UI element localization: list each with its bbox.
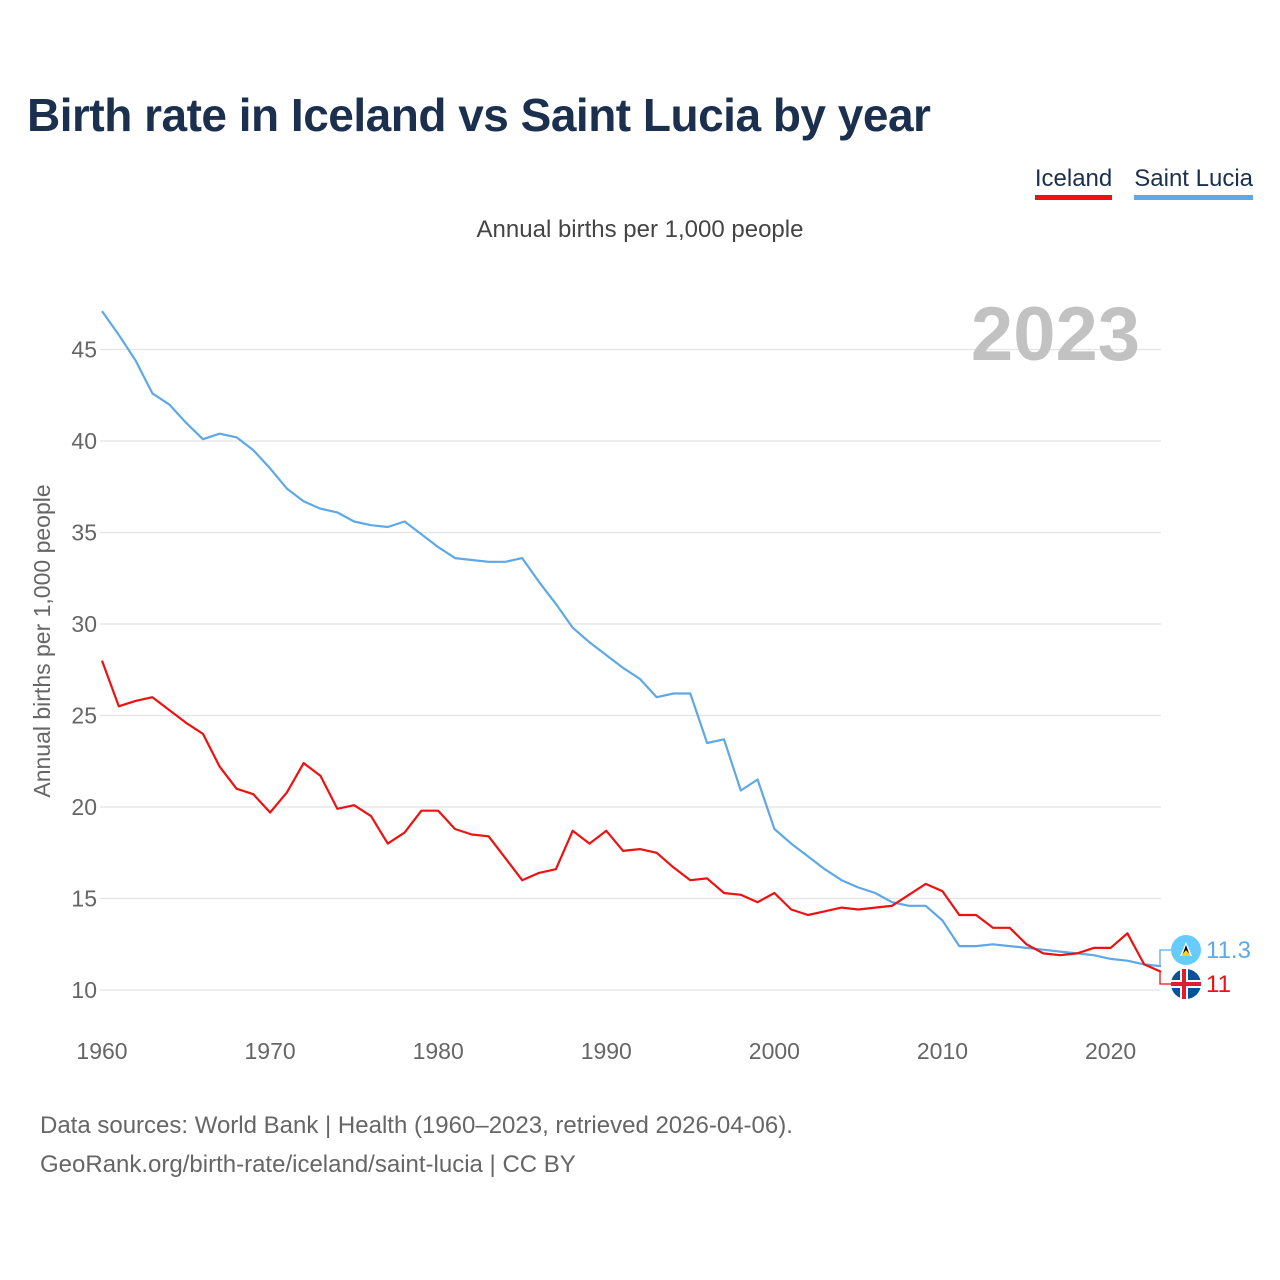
legend-item-saint-lucia[interactable]: Saint Lucia	[1134, 166, 1253, 200]
end-value-label: 11.3	[1206, 937, 1251, 964]
y-axis-title: Annual births per 1,000 people	[29, 484, 55, 797]
flag-cross	[1182, 969, 1186, 999]
end-connector	[1159, 971, 1171, 985]
x-tick-label: 1960	[76, 1038, 127, 1064]
y-tick-label: 40	[71, 428, 97, 454]
footer: Data sources: World Bank | Health (1960–…	[40, 1106, 793, 1184]
chart-title: Birth rate in Iceland vs Saint Lucia by …	[27, 89, 931, 141]
legend-item-iceland[interactable]: Iceland	[1034, 165, 1113, 200]
y-tick-label: 15	[71, 886, 97, 912]
x-tick-label: 1990	[581, 1038, 632, 1064]
x-tick-label: 1970	[245, 1038, 296, 1064]
x-tick-label: 1980	[413, 1038, 464, 1064]
series-line-saint-lucia	[101, 310, 1162, 968]
end-connector	[1159, 949, 1171, 967]
x-tick-label: 2020	[1085, 1038, 1136, 1064]
legend: Iceland Saint Lucia	[1034, 165, 1253, 200]
legend-label-iceland: Iceland	[1034, 165, 1113, 192]
y-tick-label: 10	[71, 977, 97, 1003]
end-value-label: 11	[1206, 971, 1231, 998]
y-tick-label: 25	[71, 703, 97, 729]
chart-subtitle: Annual births per 1,000 people	[476, 216, 804, 243]
y-tick-label: 45	[71, 337, 97, 363]
x-tick-label: 2000	[749, 1038, 800, 1064]
year-label: 2023	[971, 292, 1140, 377]
footer-sources: Data sources: World Bank | Health (1960–…	[40, 1112, 793, 1139]
y-tick-label: 20	[71, 794, 97, 820]
flag-triangle	[1181, 950, 1191, 956]
x-tick-label: 2010	[917, 1038, 968, 1064]
y-tick-label: 30	[71, 611, 97, 637]
legend-label-saint-lucia: Saint Lucia	[1134, 165, 1253, 192]
line-chart: 10 15 20 25 30 35 40 45 1960 1970 1980 1990 2000 2010…	[29, 292, 1251, 1064]
footer-credit: GeoRank.org/birth-rate/iceland/saint-luc…	[40, 1151, 576, 1178]
y-tick-label: 35	[71, 520, 97, 546]
series-line-iceland	[100, 660, 1162, 973]
